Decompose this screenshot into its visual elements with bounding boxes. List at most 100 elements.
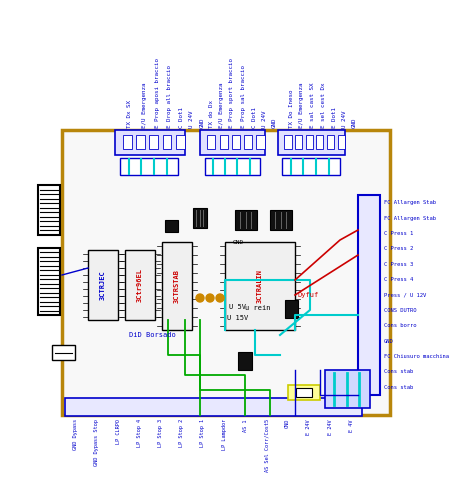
Text: DiD Borsado: DiD Borsado bbox=[129, 332, 175, 338]
Text: E Prop sal braccio: E Prop sal braccio bbox=[241, 65, 246, 128]
Text: C Press 3: C Press 3 bbox=[383, 262, 412, 267]
Bar bbox=[231, 135, 239, 149]
Bar bbox=[235, 210, 257, 230]
Text: TX do Dx: TX do Dx bbox=[209, 100, 214, 128]
Text: E Drop all braccio: E Drop all braccio bbox=[167, 65, 172, 128]
Text: GND Dypass: GND Dypass bbox=[73, 419, 78, 450]
Bar bbox=[207, 135, 215, 149]
Text: C Press 4: C Press 4 bbox=[383, 277, 412, 282]
Text: GND Dypass Stop: GND Dypass Stop bbox=[94, 419, 99, 466]
Text: U 24V: U 24V bbox=[262, 110, 267, 128]
Bar bbox=[205, 158, 259, 175]
Bar bbox=[62, 130, 389, 415]
Text: GND: GND bbox=[232, 240, 243, 245]
Circle shape bbox=[206, 294, 214, 302]
Text: u rein: u rein bbox=[245, 305, 270, 311]
Bar bbox=[175, 135, 184, 149]
Text: U 24V: U 24V bbox=[342, 110, 347, 128]
Text: FC Chiusuro macchina: FC Chiusuro macchina bbox=[383, 354, 448, 359]
Bar bbox=[38, 248, 60, 315]
Text: 3Ctr96EL: 3Ctr96EL bbox=[137, 268, 143, 302]
Text: AS 1: AS 1 bbox=[242, 419, 248, 432]
Bar bbox=[256, 135, 264, 149]
Bar bbox=[115, 130, 185, 155]
Text: 3CTRALIN: 3CTRALIN bbox=[257, 269, 262, 303]
Text: E/U Emergenza: E/U Emergenza bbox=[299, 82, 304, 128]
Text: C Dot1: C Dot1 bbox=[252, 107, 257, 128]
Bar bbox=[284, 300, 298, 318]
Text: U 15V: U 15V bbox=[227, 315, 248, 321]
Bar bbox=[244, 135, 252, 149]
Text: E/U Emergenza: E/U Emergenza bbox=[219, 82, 224, 128]
Text: GND: GND bbox=[383, 339, 393, 344]
Bar bbox=[120, 158, 178, 175]
Bar bbox=[165, 220, 178, 232]
Text: E Prop aposi braccio: E Prop aposi braccio bbox=[155, 58, 160, 128]
Circle shape bbox=[196, 294, 204, 302]
Bar bbox=[162, 135, 171, 149]
Text: C Dot1: C Dot1 bbox=[179, 107, 184, 128]
Text: CONS DUTRO: CONS DUTRO bbox=[383, 308, 416, 313]
Text: LP Lampdor: LP Lampdor bbox=[221, 419, 226, 450]
Bar bbox=[281, 158, 339, 175]
Text: TX Dx SX: TX Dx SX bbox=[127, 100, 132, 128]
Text: E Prop sport braccio: E Prop sport braccio bbox=[229, 58, 234, 128]
Bar bbox=[123, 135, 131, 149]
Text: GND: GND bbox=[351, 117, 356, 128]
Bar bbox=[238, 352, 251, 370]
Text: GND: GND bbox=[199, 117, 204, 128]
Text: LP CLRPO: LP CLRPO bbox=[115, 419, 120, 444]
Bar bbox=[316, 135, 323, 149]
Bar bbox=[357, 195, 379, 395]
Bar bbox=[38, 185, 60, 235]
Bar bbox=[326, 135, 333, 149]
Text: GND: GND bbox=[285, 419, 289, 428]
Text: FC Allargen Stab: FC Allargen Stab bbox=[383, 216, 435, 220]
Text: 3CTRJEC: 3CTRJEC bbox=[100, 270, 106, 300]
Text: E Dot1: E Dot1 bbox=[332, 107, 337, 128]
Text: E 24V: E 24V bbox=[327, 419, 332, 435]
Bar bbox=[65, 398, 361, 416]
Bar bbox=[149, 135, 158, 149]
Bar bbox=[199, 130, 265, 155]
Bar bbox=[294, 135, 302, 149]
Bar bbox=[305, 135, 312, 149]
Text: U 5V: U 5V bbox=[229, 304, 246, 310]
Text: E/U Emergenza: E/U Emergenza bbox=[142, 82, 147, 128]
Bar bbox=[324, 370, 369, 408]
Text: Dyfuf: Dyfuf bbox=[297, 292, 318, 298]
Text: Cons stab: Cons stab bbox=[383, 385, 412, 390]
Bar bbox=[219, 135, 227, 149]
Bar bbox=[52, 345, 75, 360]
Text: 3CTRSTAB: 3CTRSTAB bbox=[174, 269, 179, 303]
Bar bbox=[296, 388, 311, 397]
Bar bbox=[284, 135, 291, 149]
Text: Press / U 12V: Press / U 12V bbox=[383, 293, 426, 298]
Bar bbox=[269, 210, 291, 230]
Bar bbox=[125, 250, 155, 320]
Text: E sal cast SX: E sal cast SX bbox=[310, 82, 315, 128]
Bar bbox=[136, 135, 145, 149]
Text: C Press 2: C Press 2 bbox=[383, 246, 412, 251]
Text: TX Do Ineso: TX Do Ineso bbox=[289, 89, 294, 128]
Bar bbox=[162, 242, 192, 330]
Text: AS Sel Corr/Cost5: AS Sel Corr/Cost5 bbox=[264, 419, 268, 472]
Bar bbox=[193, 208, 207, 228]
Text: E 24V: E 24V bbox=[306, 419, 311, 435]
Bar bbox=[278, 130, 344, 155]
Text: LP Stop 1: LP Stop 1 bbox=[200, 419, 205, 447]
Text: LP Stop 4: LP Stop 4 bbox=[137, 419, 141, 447]
Text: LP Stop 3: LP Stop 3 bbox=[158, 419, 163, 447]
Text: FC Allargen Stab: FC Allargen Stab bbox=[383, 200, 435, 205]
Text: Cons stab: Cons stab bbox=[383, 369, 412, 375]
Text: GND: GND bbox=[271, 117, 276, 128]
Text: LP Stop 2: LP Stop 2 bbox=[179, 419, 184, 447]
Bar bbox=[88, 250, 118, 320]
Bar bbox=[225, 242, 294, 330]
Text: Cons borro: Cons borro bbox=[383, 323, 416, 328]
Text: E sel cest Dx: E sel cest Dx bbox=[321, 82, 326, 128]
Bar bbox=[337, 135, 344, 149]
Text: C Press 1: C Press 1 bbox=[383, 231, 412, 236]
Bar bbox=[288, 385, 319, 400]
Circle shape bbox=[216, 294, 224, 302]
